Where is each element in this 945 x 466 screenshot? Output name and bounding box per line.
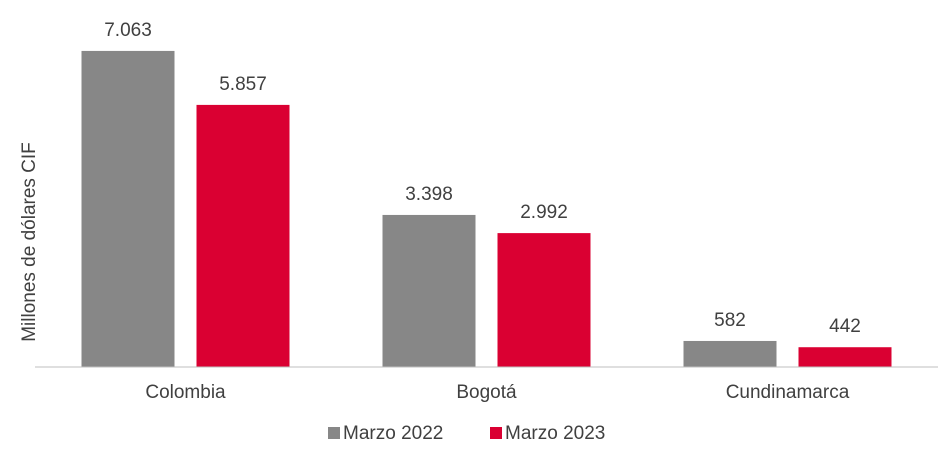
data-label: 7.063 [104, 20, 152, 41]
data-label: 5.857 [219, 74, 267, 95]
bar [382, 214, 476, 367]
bar [497, 233, 591, 367]
bar [81, 50, 175, 367]
data-label: 2.992 [520, 202, 568, 223]
legend-swatch [490, 427, 502, 439]
data-label: 582 [714, 310, 746, 331]
legend-swatch [328, 427, 340, 439]
bar [798, 347, 892, 367]
x-tick-label: Cundinamarca [726, 382, 850, 403]
legend-label: Marzo 2023 [505, 423, 605, 444]
data-label: 442 [829, 316, 861, 337]
bar [196, 104, 290, 368]
x-tick-label: Bogotá [456, 382, 517, 403]
legend-label: Marzo 2022 [343, 423, 443, 444]
y-axis-label: Millones de dólares CIF [19, 142, 40, 342]
x-tick-label: Colombia [145, 382, 226, 403]
data-label: 3.398 [405, 184, 453, 205]
bar [683, 340, 777, 367]
